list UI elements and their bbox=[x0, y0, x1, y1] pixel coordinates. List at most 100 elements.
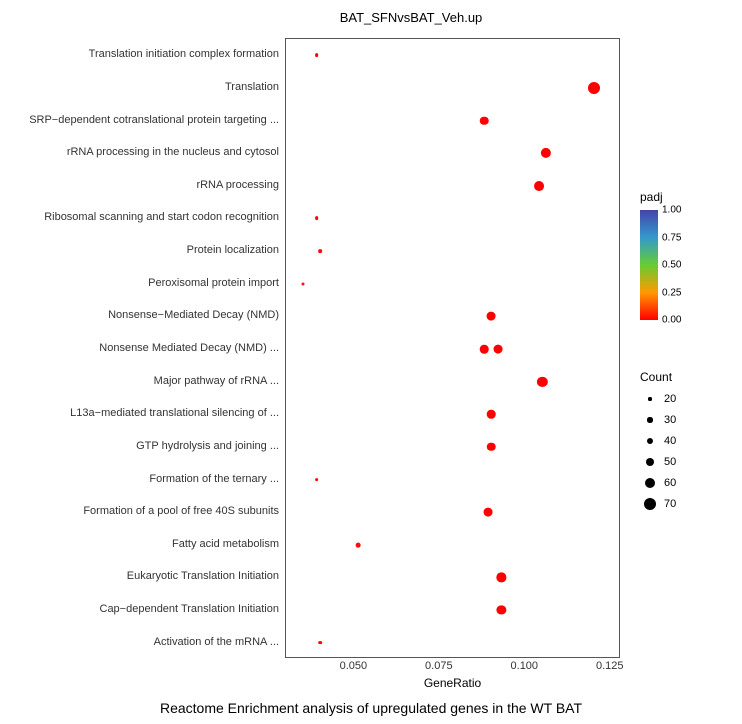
count-legend-label: 70 bbox=[664, 498, 676, 510]
data-point bbox=[534, 181, 544, 191]
data-point bbox=[494, 345, 503, 354]
y-category-label: Ribosomal scanning and start codon recog… bbox=[44, 211, 279, 223]
count-legend-dot bbox=[646, 458, 655, 467]
data-point bbox=[497, 605, 506, 614]
legend-padj: padj 0.000.250.500.751.00 bbox=[640, 190, 663, 324]
y-category-label: Formation of the ternary ... bbox=[149, 473, 279, 485]
data-point bbox=[480, 116, 489, 125]
grid-v bbox=[354, 39, 355, 657]
data-point bbox=[497, 573, 506, 582]
grid-h bbox=[286, 643, 619, 644]
legend-padj-title: padj bbox=[640, 190, 663, 204]
y-category-label: L13a−mediated translational silencing of… bbox=[70, 407, 279, 419]
data-point bbox=[483, 508, 492, 517]
y-category-label: Protein localization bbox=[187, 244, 279, 256]
grid-h bbox=[286, 316, 619, 317]
grid-h bbox=[286, 512, 619, 513]
grid-h bbox=[286, 545, 619, 546]
y-category-label: rRNA processing in the nucleus and cytos… bbox=[67, 146, 279, 158]
data-point bbox=[480, 345, 489, 354]
count-legend-row: 30 bbox=[640, 411, 676, 429]
legend-count: Count 20 30 40 50 60 70 bbox=[640, 370, 676, 516]
count-legend-dot bbox=[648, 397, 651, 400]
grid-v bbox=[440, 39, 441, 657]
grid-h bbox=[286, 284, 619, 285]
legend-count-title: Count bbox=[640, 370, 676, 384]
colorbar-tick-label: 0.00 bbox=[662, 315, 681, 326]
grid-h bbox=[286, 447, 619, 448]
grid-h bbox=[286, 414, 619, 415]
y-category-label: SRP−dependent cotranslational protein ta… bbox=[29, 114, 279, 126]
x-axis: 0.0500.0750.1000.125GeneRatio bbox=[285, 658, 620, 698]
colorbar: 0.000.250.500.751.00 bbox=[640, 210, 658, 320]
data-point bbox=[318, 249, 322, 253]
grid-h bbox=[286, 186, 619, 187]
count-legend-dot bbox=[647, 438, 654, 445]
data-point bbox=[487, 410, 496, 419]
grid-h bbox=[286, 121, 619, 122]
y-category-label: Nonsense Mediated Decay (NMD) ... bbox=[99, 342, 279, 354]
grid-h bbox=[286, 251, 619, 252]
y-category-label: Peroxisomal protein import bbox=[148, 277, 279, 289]
data-point bbox=[588, 82, 600, 94]
data-point bbox=[318, 641, 322, 645]
y-category-label: Activation of the mRNA ... bbox=[154, 636, 279, 648]
x-tick-label: 0.050 bbox=[340, 660, 368, 672]
grid-h bbox=[286, 577, 619, 578]
chart-title: BAT_SFNvsBAT_Veh.up bbox=[80, 10, 742, 25]
y-category-label: Fatty acid metabolism bbox=[172, 538, 279, 550]
colorbar-tick-label: 0.25 bbox=[662, 287, 681, 298]
count-legend-dot bbox=[647, 417, 652, 422]
y-category-label: Eukaryotic Translation Initiation bbox=[127, 570, 279, 582]
colorbar-tick-label: 0.75 bbox=[662, 232, 681, 243]
grid-v bbox=[611, 39, 612, 657]
grid-h bbox=[286, 218, 619, 219]
chart-wrapper: BAT_SFNvsBAT_Veh.up Translation initiati… bbox=[0, 10, 742, 690]
colorbar-tick-label: 0.50 bbox=[662, 260, 681, 271]
count-legend-label: 20 bbox=[664, 393, 676, 405]
y-category-label: Cap−dependent Translation Initiation bbox=[100, 603, 280, 615]
y-category-label: GTP hydrolysis and joining ... bbox=[136, 440, 279, 452]
x-tick-label: 0.075 bbox=[425, 660, 453, 672]
y-category-label: Formation of a pool of free 40S subunits bbox=[83, 505, 279, 517]
colorbar-tick-label: 1.00 bbox=[662, 205, 681, 216]
y-category-label: Major pathway of rRNA ... bbox=[154, 375, 279, 387]
count-legend-label: 30 bbox=[664, 414, 676, 426]
grid-h bbox=[286, 382, 619, 383]
count-legend-row: 40 bbox=[640, 432, 676, 450]
y-category-label: Nonsense−Mediated Decay (NMD) bbox=[108, 309, 279, 321]
count-legend-label: 50 bbox=[664, 456, 676, 468]
x-axis-title: GeneRatio bbox=[424, 676, 481, 690]
caption: Reactome Enrichment analysis of upregula… bbox=[0, 700, 742, 716]
grid-h bbox=[286, 55, 619, 56]
count-legend-dot bbox=[644, 498, 656, 510]
count-legend-label: 60 bbox=[664, 477, 676, 489]
data-point bbox=[487, 312, 496, 321]
grid-h bbox=[286, 88, 619, 89]
data-point bbox=[487, 443, 496, 452]
y-axis: Translation initiation complex formation… bbox=[0, 38, 283, 658]
plot-area bbox=[285, 38, 620, 658]
grid-h bbox=[286, 610, 619, 611]
data-point bbox=[541, 148, 551, 158]
grid-h bbox=[286, 349, 619, 350]
count-legend-row: 50 bbox=[640, 453, 676, 471]
data-point bbox=[315, 53, 319, 57]
y-category-label: Translation initiation complex formation bbox=[89, 48, 279, 60]
count-legend-row: 70 bbox=[640, 495, 676, 513]
count-legend-label: 40 bbox=[664, 435, 676, 447]
data-point bbox=[315, 478, 319, 482]
count-legend-row: 20 bbox=[640, 390, 676, 408]
count-legend-row: 60 bbox=[640, 474, 676, 492]
data-point bbox=[355, 542, 360, 547]
data-point bbox=[537, 376, 547, 386]
grid-v bbox=[525, 39, 526, 657]
count-legend-dot bbox=[645, 478, 655, 488]
y-category-label: rRNA processing bbox=[196, 179, 279, 191]
y-category-label: Translation bbox=[225, 81, 279, 93]
data-point bbox=[315, 217, 319, 221]
data-point bbox=[302, 282, 305, 285]
x-tick-label: 0.125 bbox=[596, 660, 624, 672]
x-tick-label: 0.100 bbox=[511, 660, 539, 672]
grid-h bbox=[286, 480, 619, 481]
